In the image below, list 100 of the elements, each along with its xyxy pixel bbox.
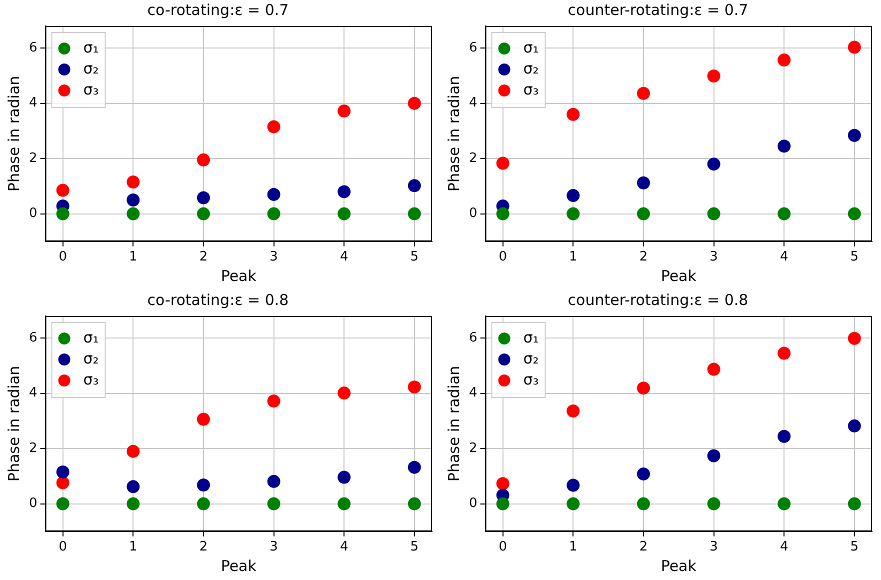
y-tick-label: 2 — [28, 150, 38, 166]
y-axis-title: Phase in radian — [4, 76, 23, 192]
x-tick-label: 4 — [780, 540, 788, 555]
point — [566, 108, 580, 121]
y-tick-label: 2 — [468, 440, 478, 456]
y-tick-label: 6 — [468, 40, 478, 56]
x-tick-label: 1 — [569, 540, 578, 555]
x-tick-label: 1 — [569, 250, 578, 265]
legend-label: σ₁ — [83, 328, 99, 346]
point — [566, 497, 580, 510]
x-tick-label: 1 — [129, 250, 138, 265]
point — [267, 474, 280, 488]
x-tick-label: 0 — [58, 250, 67, 265]
y-tick-label: 6 — [28, 330, 38, 346]
point — [566, 207, 580, 220]
point — [56, 207, 70, 220]
point — [196, 153, 210, 166]
point — [566, 478, 580, 492]
point — [338, 104, 351, 118]
point — [196, 207, 210, 220]
point — [56, 476, 70, 490]
point — [338, 185, 351, 198]
chart-title: co-rotating:ε = 0.8 — [147, 290, 289, 309]
point — [707, 207, 720, 220]
legend-label: σ₃ — [83, 370, 99, 388]
point — [196, 412, 210, 426]
point — [126, 497, 140, 510]
point — [126, 176, 140, 189]
point — [636, 176, 650, 190]
point — [267, 207, 280, 220]
chart-title: counter-rotating:ε = 0.7 — [568, 0, 748, 19]
x-tick-label: 3 — [710, 250, 718, 265]
x-tick-label: 3 — [270, 250, 278, 265]
legend-label: σ₁ — [83, 38, 99, 56]
x-tick-label: 2 — [199, 250, 208, 265]
y-tick-label: 4 — [28, 386, 38, 401]
point — [848, 332, 861, 345]
y-tick-label: 4 — [468, 96, 478, 111]
point — [566, 189, 580, 202]
x-tick-label: 2 — [639, 250, 648, 265]
y-tick-label: 0 — [28, 206, 38, 222]
y-axis-title: Phase in radian — [444, 366, 463, 482]
legend-label: σ₃ — [523, 370, 539, 388]
point — [267, 497, 280, 510]
point — [408, 207, 421, 220]
point — [56, 466, 70, 479]
point — [267, 120, 280, 134]
point — [408, 497, 421, 510]
x-tick-label: 5 — [850, 250, 859, 265]
x-tick-label: 3 — [270, 540, 278, 555]
point — [778, 346, 791, 360]
point — [707, 362, 720, 376]
y-tick-label: 4 — [28, 96, 38, 111]
point — [496, 207, 510, 220]
x-tick-label: 2 — [199, 540, 208, 555]
point — [707, 69, 720, 82]
point — [707, 497, 720, 510]
point — [408, 380, 421, 394]
point — [566, 404, 580, 418]
y-axis-title: Phase in radian — [4, 366, 23, 482]
y-tick-label: 2 — [468, 150, 478, 166]
y-tick-label: 0 — [468, 496, 478, 512]
legend-label: σ₂ — [83, 59, 99, 78]
chart-title: counter-rotating:ε = 0.8 — [568, 290, 748, 309]
legend-label: σ₁ — [523, 38, 539, 56]
point — [636, 86, 650, 100]
point — [636, 207, 650, 220]
point — [778, 497, 791, 510]
point — [707, 158, 720, 171]
point — [848, 207, 861, 220]
point — [408, 179, 421, 192]
x-tick-label: 0 — [498, 250, 507, 265]
x-tick-label: 3 — [710, 540, 718, 555]
point — [496, 497, 510, 510]
point — [338, 470, 351, 484]
legend-label: σ₃ — [523, 80, 539, 98]
x-tick-label: 5 — [410, 540, 419, 555]
x-axis-title: Peak — [660, 266, 697, 285]
point — [267, 394, 280, 408]
chart-title: co-rotating:ε = 0.7 — [147, 0, 289, 19]
point — [848, 419, 861, 432]
x-tick-label: 5 — [410, 250, 419, 265]
legend-label: σ₃ — [83, 80, 99, 98]
point — [778, 140, 791, 153]
point — [778, 430, 791, 443]
point — [778, 207, 791, 220]
point — [707, 449, 720, 462]
y-tick-label: 2 — [28, 440, 38, 456]
y-tick-label: 4 — [468, 386, 478, 401]
x-tick-label: 4 — [340, 540, 348, 555]
point — [126, 444, 140, 458]
point — [496, 156, 510, 170]
legend-label: σ₂ — [83, 349, 99, 368]
point — [338, 207, 351, 220]
point — [636, 467, 650, 480]
point — [778, 53, 791, 66]
point — [126, 207, 140, 220]
point — [636, 382, 650, 395]
x-tick-label: 4 — [340, 250, 348, 265]
point — [496, 477, 510, 490]
